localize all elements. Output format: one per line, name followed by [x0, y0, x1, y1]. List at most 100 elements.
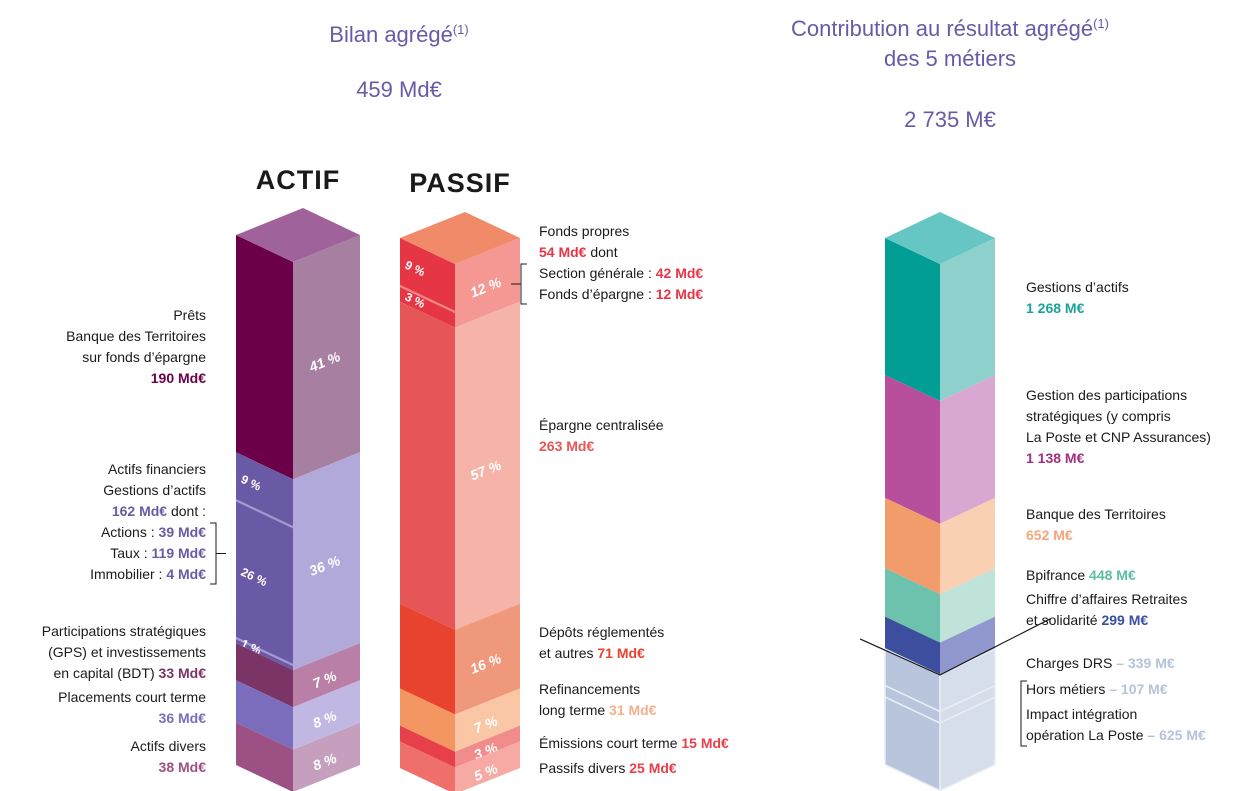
column-segment: [400, 603, 520, 715]
label-line: Fonds d’épargne : 12 Md€: [539, 286, 703, 302]
label-amount: 162 Md€: [112, 503, 167, 519]
sub-divider: [400, 284, 455, 314]
label-amount: – 339 M€: [1116, 655, 1175, 671]
segment-left-face: [236, 235, 293, 480]
segment-right-face: [940, 616, 995, 675]
label-line: Prêts: [173, 307, 206, 323]
segment-right-face: [455, 603, 520, 715]
contribution-title-line: des 5 métiers: [884, 46, 1016, 71]
column-segment: [400, 741, 520, 791]
label-line: Épargne centralisée: [539, 417, 664, 433]
bilan-total: 459 Md€: [356, 77, 442, 102]
bracket: [511, 263, 527, 305]
segment-left-face: [400, 688, 455, 752]
label-amount: 25 Md€: [629, 760, 677, 776]
label-line: 162 Md€ dont :: [112, 503, 206, 519]
label-text: Passifs divers: [539, 760, 629, 776]
column-segment: [885, 374, 995, 524]
label-amount: 54 Md€: [539, 244, 587, 260]
label-text: Bpifrance: [1026, 567, 1089, 583]
label-text: long terme: [539, 702, 609, 718]
label-amount: 299 M€: [1101, 612, 1148, 628]
bilan-title: Bilan agrégé(1): [329, 22, 468, 47]
label-line: stratégiques (y compris: [1026, 408, 1171, 424]
label-text: sur fonds d’épargne: [82, 349, 206, 365]
bracket: [210, 522, 226, 585]
segment-left-face: [885, 374, 940, 524]
label-after: dont: [586, 244, 617, 260]
label-line: Participations stratégiques: [42, 623, 206, 639]
segment-left-face: [885, 616, 940, 675]
segment-right-face: [940, 497, 995, 595]
label-line: Actifs divers: [131, 738, 206, 754]
label-amount: 652 M€: [1026, 527, 1073, 543]
label-line: et solidarité 299 M€: [1026, 612, 1148, 628]
zero-line: [859, 618, 1051, 676]
label-amount: 263 Md€: [539, 438, 594, 454]
label-text: en capital (BDT): [53, 665, 158, 681]
label-line: Bpifrance 448 M€: [1026, 567, 1136, 583]
segment-right-face: [940, 374, 995, 524]
label-line: Dépôts réglementés: [539, 624, 664, 640]
column-segment: [236, 643, 360, 708]
label-text: Fonds d’épargne :: [539, 286, 656, 302]
title-note: (1): [453, 22, 469, 37]
label-amount: 15 Md€: [681, 735, 729, 751]
label-amount: 448 M€: [1089, 567, 1136, 583]
segment-left-face: [236, 680, 293, 750]
label-line: Section générale : 42 Md€: [539, 265, 703, 281]
segment-right-face: [940, 568, 995, 643]
label-text: et solidarité: [1026, 612, 1101, 628]
title-note: (1): [1093, 16, 1109, 31]
label-amount: 12 Md€: [656, 286, 704, 302]
label-text: Taux :: [110, 545, 151, 561]
label-line: 263 Md€: [539, 438, 594, 454]
label-amount: 33 Md€: [159, 665, 207, 681]
column-segment: [884, 695, 996, 791]
label-text: Hors métiers: [1026, 681, 1109, 697]
column-top: [885, 212, 995, 264]
column-segment: [400, 688, 520, 752]
title-text: Contribution au résultat agrégé: [791, 16, 1093, 41]
segment-right-face: [455, 238, 520, 328]
label-text: Participations stratégiques: [42, 623, 206, 639]
segment-left-face: [236, 643, 293, 708]
segment-left-face: [885, 568, 940, 643]
label-line: long terme 31 Md€: [539, 702, 657, 718]
label-text: Refinancements: [539, 681, 640, 697]
label-line: Gestions d’actifs: [103, 482, 206, 498]
label-text: Prêts: [173, 307, 206, 323]
label-line: Passifs divers 25 Md€: [539, 760, 677, 776]
segment-right-face: [455, 301, 520, 630]
label-text: Fonds propres: [539, 223, 629, 239]
segment-right-face: [455, 725, 520, 768]
label-line: 54 Md€ dont: [539, 244, 618, 260]
segment-right-face: [940, 238, 995, 401]
label-amount: 39 Md€: [159, 524, 207, 540]
label-text: opération La Poste: [1026, 727, 1147, 743]
label-text: Actifs financiers: [108, 461, 206, 477]
label-line: Actifs financiers: [108, 461, 206, 477]
label-text: Gestions d’actifs: [103, 482, 206, 498]
column-top: [400, 212, 520, 264]
label-text: Actions :: [101, 524, 159, 540]
label-amount: 36 Md€: [159, 710, 207, 726]
label-text: Dépôts réglementés: [539, 624, 664, 640]
label-line: en capital (BDT) 33 Md€: [53, 665, 206, 681]
column-segment: [400, 301, 520, 630]
label-text: Banque des Territoires: [1026, 506, 1166, 522]
label-line: La Poste et CNP Assurances): [1026, 429, 1211, 445]
label-line: Émissions court terme 15 Md€: [539, 735, 729, 751]
label-line: Refinancements: [539, 681, 640, 697]
label-text: Banque des Territoires: [66, 328, 206, 344]
segment-right-face: [455, 741, 520, 791]
column-segment: [885, 568, 995, 643]
label-line: 1 138 M€: [1026, 450, 1085, 466]
segment-right-face: [293, 452, 360, 671]
label-text: Gestions d’actifs: [1026, 279, 1129, 295]
label-text: Immobilier :: [90, 566, 166, 582]
column-segment: [236, 722, 360, 791]
label-text: Impact intégration: [1026, 706, 1137, 722]
label-text: (GPS) et investissements: [48, 644, 206, 660]
